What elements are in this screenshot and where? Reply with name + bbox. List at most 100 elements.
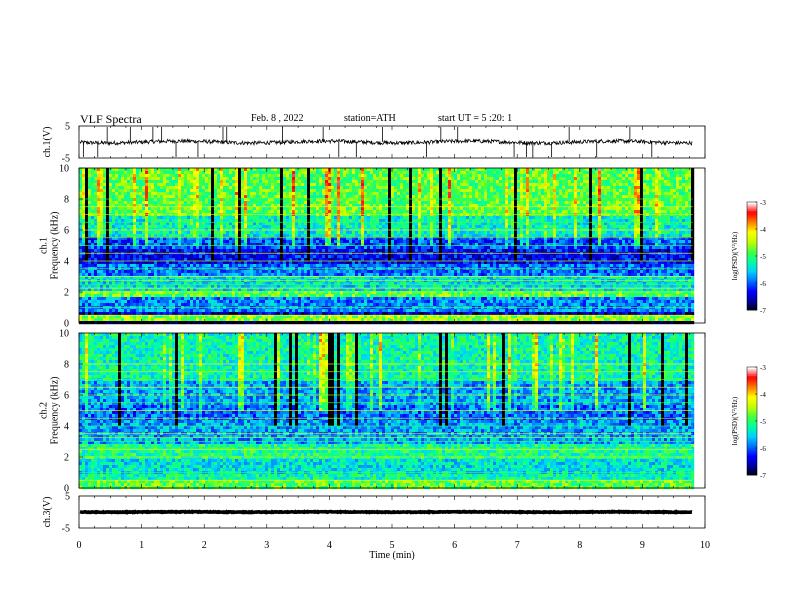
spectrogram-cell [235,231,238,234]
spectrogram-cell [79,219,82,222]
spectrogram-cell [280,189,283,192]
spectrogram-cell [163,201,166,204]
spectrogram-cell [325,225,328,228]
spectrogram-cell [310,297,313,300]
spectrogram-cell [184,168,187,171]
spectrogram-cell [322,246,325,249]
spectrogram-cell [184,234,187,237]
spectrogram-cell [100,264,103,267]
spectrogram-cell [208,285,211,288]
spectrogram-cell [190,252,193,255]
spectrogram-cell [256,240,259,243]
spectrogram-cell [298,294,301,297]
spectrogram-cell [343,297,346,300]
spectrogram-cell [163,297,166,300]
spectrogram-cell [151,246,154,249]
spectrogram-cell [244,300,247,303]
spectrogram-cell [145,264,148,267]
spectrogram-cell [145,261,148,264]
spectrogram-cell [343,273,346,276]
spectrogram-cell [190,255,193,258]
spectrogram-cell [349,234,352,237]
spectrogram-cell [214,264,217,267]
spectrogram-cell [190,180,193,183]
spectrogram-cell [271,249,274,252]
spectrogram-cell [256,288,259,291]
spectrogram-cell [121,207,124,210]
spectrogram-cell [298,171,301,174]
spectrogram-cell [340,195,343,198]
spectrogram-cell [196,270,199,273]
spectrogram-cell [328,246,331,249]
spectrogram-cell [103,171,106,174]
spectrogram-cell [97,261,100,264]
spectrogram-cell [94,171,97,174]
spectrogram-cell [256,195,259,198]
spectrogram-cell [103,189,106,192]
spectrogram-cell [250,207,253,210]
spectrogram-cell [286,177,289,180]
spectrogram-cell [139,291,142,294]
spectrogram-cell [283,171,286,174]
spectrogram-cell [280,261,283,264]
spectrogram-cell [301,210,304,213]
spectrogram-cell [85,231,88,234]
spectrogram-cell [277,234,280,237]
spectrogram-cell [334,300,337,303]
spectrogram-cell [241,240,244,243]
spectrogram-cell [241,171,244,174]
spectrogram-cell [259,207,262,210]
spectrogram-cell [238,228,241,231]
spectrogram-cell [199,291,202,294]
spectrogram-cell [283,285,286,288]
spectrogram-cell [295,240,298,243]
spectrogram-cell [91,303,94,306]
spectrogram-cell [358,291,361,294]
spectrogram-cell [145,285,148,288]
spectrogram-cell [346,177,349,180]
spectrogram-cell [247,246,250,249]
spectrogram-cell [187,186,190,189]
spectrogram-cell [250,183,253,186]
spectrogram-cell [244,309,247,312]
spectrogram-cell [280,225,283,228]
spectrogram-cell [160,228,163,231]
spectrogram-cell [103,168,106,171]
spectrogram-cell [340,183,343,186]
spectrogram-cell [193,225,196,228]
spectrogram-cell [304,297,307,300]
spectrogram-cell [268,294,271,297]
spectrogram-cell [115,273,118,276]
spectrogram-cell [172,285,175,288]
spectrogram-cell [193,303,196,306]
spectrogram-cell [145,207,148,210]
spectrogram-cell [328,210,331,213]
spectrogram-cell [172,288,175,291]
spectrogram-cell [301,318,304,321]
spectrogram-cell [289,207,292,210]
spectrogram-cell [85,288,88,291]
spectrogram-cell [208,312,211,315]
spectrogram-cell [193,285,196,288]
spectrogram-cell [166,249,169,252]
spectrogram-cell [103,270,106,273]
spectrogram-cell [79,231,82,234]
spectrogram-cell [352,201,355,204]
spectrogram-cell [256,282,259,285]
spectrogram-cell [187,225,190,228]
spectrogram-cell [205,189,208,192]
spectrogram-cell [250,261,253,264]
spectrogram-cell [238,249,241,252]
spectrogram-cell [298,300,301,303]
spectrogram-cell [331,303,334,306]
spectrogram-cell [208,174,211,177]
spectrogram-cell [109,219,112,222]
spectrogram-cell [94,282,97,285]
spectrogram-cell [175,201,178,204]
spectrogram-cell [100,240,103,243]
spectrogram-cell [280,234,283,237]
spectrogram-cell [238,171,241,174]
spectrogram-cell [307,273,310,276]
spectrogram-cell [238,195,241,198]
spectrogram-cell [250,189,253,192]
